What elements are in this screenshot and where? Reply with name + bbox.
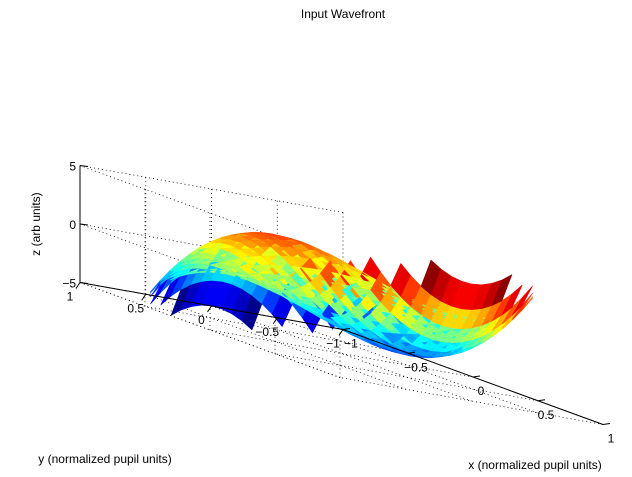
x-axis-label: x (normalized pupil units) <box>468 458 601 472</box>
x-tick-mark <box>537 399 546 402</box>
x-tick-mark <box>472 375 481 378</box>
y-tick-label: −0.5 <box>255 325 279 339</box>
z-tick-mark <box>79 165 89 167</box>
y-axis-label: y (normalized pupil units) <box>38 452 171 466</box>
grid-line <box>79 165 344 213</box>
y-tick-mark <box>75 282 81 289</box>
surface-patch <box>491 274 513 306</box>
surface-patch <box>512 285 533 316</box>
x-tick-mark <box>602 423 611 425</box>
y-tick-mark <box>141 293 147 301</box>
y-tick-mark <box>207 305 212 313</box>
grid-line <box>274 353 539 402</box>
z-axis-label: z (arb units) <box>29 192 43 255</box>
y-tick-label: 1 <box>67 290 74 304</box>
surface-patch <box>501 284 523 316</box>
tick-labels: −1−0.500.51−1−0.500.51−505 <box>62 160 614 446</box>
x-tick-label: 0 <box>478 384 485 398</box>
z-tick-label: −5 <box>62 277 76 291</box>
axes-frame <box>75 165 611 425</box>
x-tick-label: −1 <box>344 337 358 351</box>
y-tick-mark <box>272 317 278 325</box>
grid-line <box>209 329 474 378</box>
y-tick-mark <box>338 329 344 336</box>
z-tick-mark <box>79 282 89 284</box>
z-tick-mark <box>79 223 89 226</box>
chart-title: Input Wavefront <box>301 7 386 21</box>
x-tick-label: 1 <box>608 432 615 446</box>
x-tick-mark <box>342 328 351 330</box>
grid-line <box>144 305 409 354</box>
x-tick-label: 0.5 <box>538 408 555 422</box>
z-tick-label: 5 <box>69 160 76 174</box>
y-tick-label: −1 <box>326 337 340 351</box>
z-tick-label: 0 <box>69 218 76 232</box>
surface-mesh <box>149 232 534 358</box>
y-tick-label: 0.5 <box>127 301 144 315</box>
x-tick-mark <box>407 351 416 354</box>
grid-line <box>339 377 604 425</box>
y-tick-label: 0 <box>198 313 205 327</box>
x-tick-label: −0.5 <box>404 360 428 374</box>
